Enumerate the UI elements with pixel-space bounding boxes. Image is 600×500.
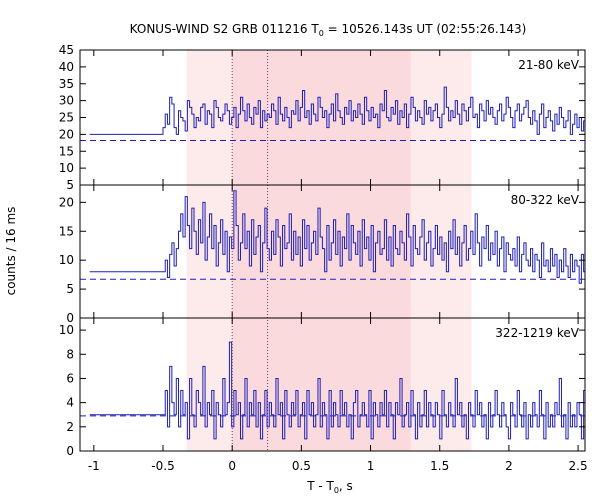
y-tick-label-p0-7: 40 [59,60,74,74]
chart-title-main: KONUS-WIND S2 GRB 011216 T [130,22,320,36]
y-tick-label-p1-2: 10 [59,253,74,267]
y-tick-label-p1-3: 15 [59,224,74,238]
panel-label-2: 322-1219 keV [495,326,579,340]
y-tick-label-p0-1: 10 [59,161,74,175]
y-tick-label-p1-1: 5 [66,282,74,296]
y-tick-label-p2-4: 8 [66,347,74,361]
x-tick-label-0: -1 [88,459,100,473]
panel-label-1: 80-322 keV [511,193,580,207]
light-curve-panel-2 [89,341,586,440]
y-tick-label-p0-6: 35 [59,77,74,91]
x-axis-label: T - T0, s [306,479,353,495]
panel-frame-2 [79,317,586,452]
x-tick-label-1: -0.5 [151,459,174,473]
y-tick-label-p0-2: 15 [59,144,74,158]
y-tick-label-p2-5: 10 [59,323,74,337]
x-axis-label-sub: 0 [334,486,339,495]
y-tick-label-p0-3: 20 [59,127,74,141]
light-curve-panel-1 [89,190,586,284]
x-axis-label-main: T - T [306,479,334,493]
chart-title-rest: = 10526.143s UT (02:55:26.143) [324,22,527,36]
x-tick-label-2: 0 [228,459,236,473]
x-tick-label-7: 2.5 [569,459,588,473]
light-curve-panel-0 [89,86,586,142]
y-tick-label-p1-0: 0 [66,311,74,325]
y-tick-label-p2-1: 2 [66,420,74,434]
x-axis-label-rest: , s [339,479,353,493]
x-tick-label-4: 1 [367,459,375,473]
shaded-region-1 [232,50,411,451]
y-tick-label-p2-0: 0 [66,444,74,458]
light-curves [80,86,586,440]
y-tick-label-p2-2: 4 [66,396,74,410]
y-tick-label-p0-0: 5 [66,178,74,192]
y-axis-label: counts / 16 ms [4,207,18,296]
y-tick-label-p0-4: 25 [59,111,74,125]
y-tick-label-p1-4: 20 [59,195,74,209]
x-tick-label-5: 1.5 [430,459,449,473]
panel-label-0: 21-80 keV [518,58,580,72]
y-tick-label-p0-8: 45 [59,43,74,57]
x-tick-label-3: 0.5 [292,459,311,473]
y-tick-label-p0-5: 30 [59,94,74,108]
chart-title-sub: 0 [319,29,324,38]
y-tick-label-p2-3: 6 [66,371,74,385]
x-tick-label-6: 2 [505,459,513,473]
chart-title: KONUS-WIND S2 GRB 011216 T0 = 10526.143s… [130,22,527,38]
